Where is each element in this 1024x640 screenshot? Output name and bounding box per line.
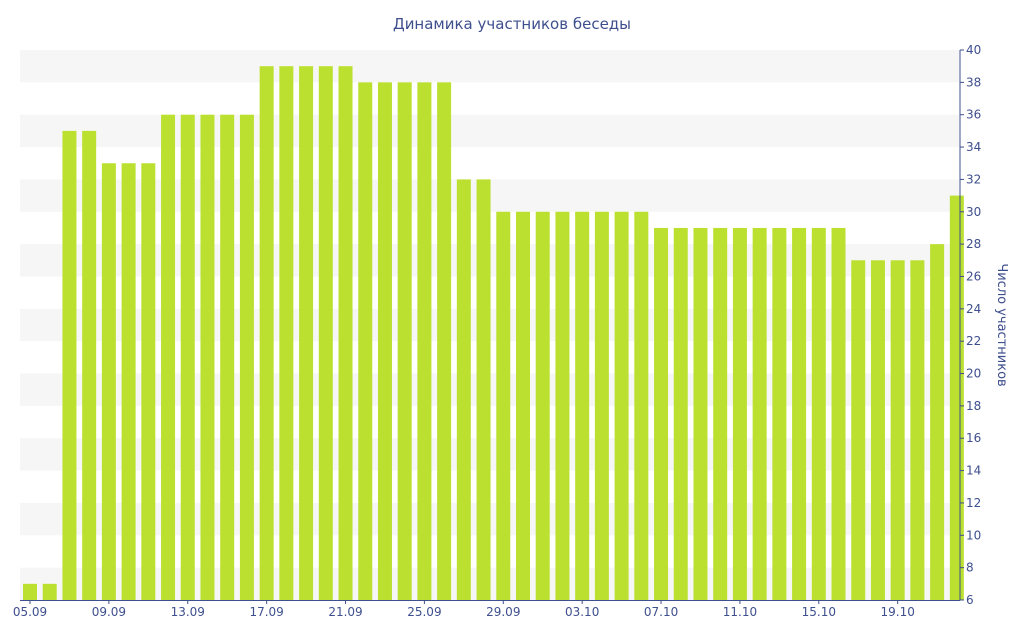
bar <box>496 211 511 600</box>
chart-title: Динамика участников беседы <box>393 15 631 33</box>
bar <box>930 244 945 600</box>
y-tick-label: 24 <box>966 302 981 316</box>
bar <box>101 163 116 601</box>
bar <box>279 66 294 601</box>
y-axis-label: Число участников <box>994 263 1009 386</box>
bar <box>594 211 609 600</box>
bar <box>161 114 176 601</box>
x-tick-label: 05.09 <box>13 605 47 619</box>
x-tick-label: 07.10 <box>644 605 678 619</box>
bar <box>42 583 57 600</box>
bar <box>62 130 77 600</box>
bar <box>417 82 432 601</box>
bar <box>141 163 156 601</box>
bar <box>713 227 728 600</box>
bar <box>831 227 846 600</box>
bar <box>555 211 570 600</box>
x-tick-label: 15.10 <box>802 605 836 619</box>
x-tick-labels: 05.09 09.09 13.09 17.09 21.09 25.09 29.09 03.10… <box>13 600 915 619</box>
x-tick-label: 09.09 <box>92 605 126 619</box>
bar <box>890 260 905 600</box>
bars-group <box>23 66 964 601</box>
y-tick-label: 30 <box>966 205 981 219</box>
bar <box>792 227 807 600</box>
bar <box>180 114 195 601</box>
bar <box>358 82 373 601</box>
x-tick-label: 25.09 <box>407 605 441 619</box>
y-tick-label: 10 <box>966 528 981 542</box>
bar <box>338 66 353 601</box>
bar <box>259 66 274 601</box>
bar <box>377 82 392 601</box>
bar <box>910 260 925 600</box>
bar <box>397 82 412 601</box>
bar <box>456 179 471 600</box>
y-tick-label: 36 <box>966 108 981 122</box>
x-tick-label: 29.09 <box>486 605 520 619</box>
bar <box>752 227 767 600</box>
bar <box>121 163 136 601</box>
bar <box>772 227 787 600</box>
bar <box>673 227 688 600</box>
bar <box>654 227 669 600</box>
bar <box>82 130 97 600</box>
bar <box>220 114 235 601</box>
bar <box>949 195 964 600</box>
x-tick-label: 17.09 <box>249 605 283 619</box>
y-tick-label: 18 <box>966 399 981 413</box>
bar <box>811 227 826 600</box>
y-tick-label: 8 <box>966 561 974 575</box>
y-tick-labels: 6 8 10 12 14 16 18 20 22 24 26 28 30 32 34 36 38 40 <box>960 43 981 607</box>
y-tick-label: 16 <box>966 431 981 445</box>
bar <box>870 260 885 600</box>
y-tick-label: 26 <box>966 269 981 283</box>
bar <box>575 211 590 600</box>
grid-band <box>20 114 959 148</box>
bar <box>693 227 708 600</box>
bar <box>200 114 215 601</box>
bar <box>851 260 866 600</box>
y-tick-label: 40 <box>966 43 981 57</box>
y-tick-label: 12 <box>966 496 981 510</box>
y-tick-label: 20 <box>966 367 981 381</box>
bar <box>318 66 333 601</box>
x-tick-label: 13.09 <box>171 605 205 619</box>
bar <box>437 82 452 601</box>
x-tick-label: 21.09 <box>328 605 362 619</box>
bar <box>516 211 530 600</box>
bar <box>476 179 491 600</box>
bar <box>299 66 314 601</box>
bar <box>732 227 747 600</box>
x-tick-label: 19.10 <box>881 605 915 619</box>
grid-band <box>20 50 959 83</box>
bar <box>535 211 550 600</box>
y-tick-label: 28 <box>966 237 981 251</box>
y-tick-label: 6 <box>966 593 974 607</box>
x-tick-label: 11.10 <box>723 605 757 619</box>
bar <box>614 211 629 600</box>
y-axis <box>20 50 961 601</box>
bar <box>239 114 254 601</box>
y-tick-label: 38 <box>966 75 981 89</box>
y-tick-label: 22 <box>966 334 981 348</box>
bar <box>23 583 37 600</box>
y-tick-label: 32 <box>966 172 981 186</box>
y-tick-label: 14 <box>966 464 981 478</box>
y-tick-label: 34 <box>966 140 981 154</box>
bar <box>634 211 649 600</box>
x-tick-label: 03.10 <box>565 605 599 619</box>
